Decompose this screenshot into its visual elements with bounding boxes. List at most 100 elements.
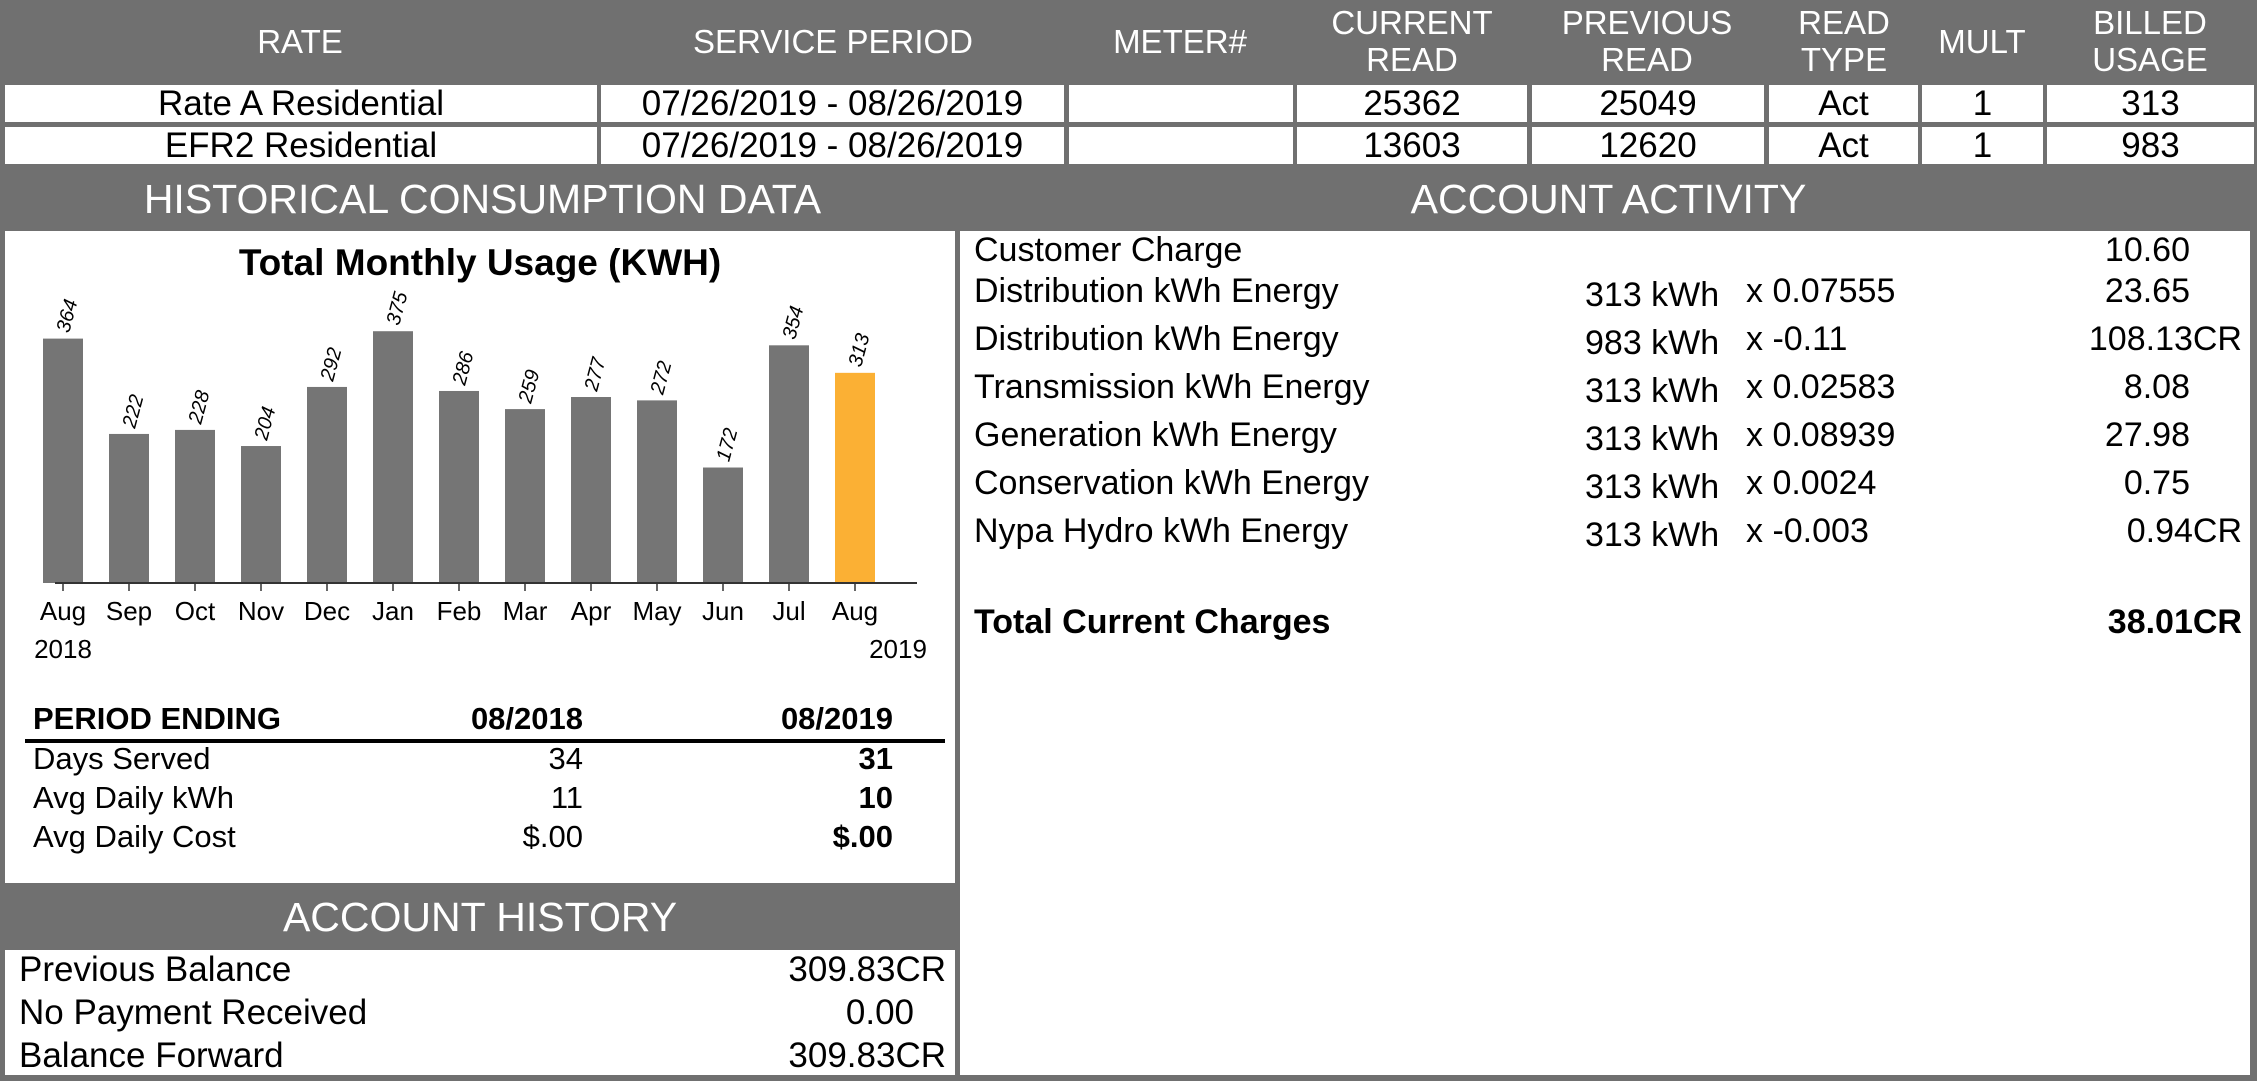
- history-label: Balance Forward: [19, 1036, 284, 1075]
- bar-value-label: 172: [713, 426, 743, 464]
- history-label: No Payment Received: [19, 993, 368, 1032]
- history-row: Previous Balance 309.83CR: [5, 950, 960, 994]
- cell-billed-usage: 983: [2047, 126, 2254, 165]
- bar-0: [43, 338, 83, 583]
- activity-label: Conservation kWh Energy: [974, 464, 1369, 502]
- activity-rate: x 0.08939: [1746, 416, 1896, 454]
- x-tick-label: Mar: [503, 596, 548, 626]
- bar-6: [439, 390, 479, 583]
- year-label-start: 2018: [34, 634, 92, 664]
- cell-read-type: Act: [1769, 84, 1918, 123]
- header-previous-read-line2: READ: [1601, 41, 1693, 78]
- x-tick-label: Jul: [772, 596, 805, 626]
- cell-meter: [1069, 85, 1293, 122]
- bar-value-label: 364: [53, 297, 83, 335]
- bar-11: [769, 345, 809, 583]
- header-service-period: SERVICE PERIOD: [693, 22, 973, 60]
- activity-rate: x -0.11: [1746, 320, 1848, 358]
- period-row-col2: $.00: [832, 819, 893, 854]
- bar-value-label: 222: [118, 392, 148, 431]
- x-tick-label: Dec: [304, 596, 350, 626]
- header-current-read: CURRENT READ: [1296, 0, 1528, 82]
- bar-value-label: 277: [580, 355, 610, 395]
- activity-row: Transmission kWh Energy 313 kWh x 0.0258…: [960, 368, 2250, 414]
- cell-previous-read: 12620: [1532, 126, 1764, 165]
- bar-value-label: 259: [514, 367, 544, 406]
- total-current-charges-label: Total Current Charges: [974, 603, 1331, 641]
- period-row-label: Avg Daily kWh: [33, 780, 234, 815]
- header-previous-read: PREVIOUS READ: [1531, 0, 1763, 82]
- bar-value-label: 313: [845, 331, 875, 369]
- header-read-type-line1: READ: [1798, 4, 1890, 41]
- header-billed-usage: BILLED USAGE: [2046, 0, 2254, 82]
- period-row-label: Avg Daily Cost: [33, 819, 236, 854]
- cell-meter: [1069, 127, 1293, 164]
- header-previous-read-line1: PREVIOUS: [1561, 4, 1733, 41]
- x-tick-label: Sep: [106, 596, 152, 626]
- activity-amount: 108.13CR: [2088, 320, 2242, 358]
- cell-billed-usage: 313: [2047, 84, 2254, 123]
- monthly-usage-chart: Total Monthly Usage (KWH) 364 Aug 222 Sep 22…: [34, 242, 927, 664]
- activity-label: Nypa Hydro kWh Energy: [974, 512, 1349, 550]
- period-col1-header: 08/2018: [470, 701, 583, 736]
- bar-value-label: 204: [250, 404, 280, 443]
- account-history-panel: Previous Balance 309.83CR No Payment Rec…: [5, 950, 955, 1075]
- rate-row: Rate A Residential 07/26/2019 - 08/26/20…: [0, 84, 2257, 123]
- period-row-col2: 31: [858, 741, 893, 776]
- bar-1: [109, 433, 149, 583]
- header-billed-usage-line2: USAGE: [2092, 41, 2208, 78]
- header-mult: MULT: [1938, 22, 2026, 60]
- period-col2-header: 08/2019: [780, 701, 893, 736]
- x-tick-label: May: [632, 596, 681, 626]
- period-row: Avg Daily Cost $.00 $.00: [13, 819, 933, 857]
- bar-5: [373, 331, 413, 583]
- cell-current-read: 25362: [1297, 84, 1527, 123]
- activity-rate: x 0.02583: [1746, 368, 1896, 406]
- bars-layer: 364 Aug 222 Sep 228 Oct 204 Nov 292 Dec 375 Jan 286 F…: [40, 289, 878, 626]
- activity-row: Distribution kWh Energy 313 kWh x 0.0755…: [960, 272, 2250, 318]
- header-meter: METER#: [1113, 22, 1247, 60]
- x-tick-label: Jun: [702, 596, 744, 626]
- activity-amount: 0.94CR: [2126, 512, 2242, 550]
- cell-service-period: 07/26/2019 - 08/26/2019: [601, 84, 1064, 123]
- period-row-col1: $.00: [522, 819, 583, 854]
- activity-label: Transmission kWh Energy: [974, 368, 1370, 406]
- period-row-col1: 11: [550, 780, 583, 815]
- historical-section-title: HISTORICAL CONSUMPTION DATA: [143, 175, 822, 222]
- account-activity-section-title: ACCOUNT ACTIVITY: [1410, 175, 1807, 222]
- history-row: Balance Forward 309.83CR: [5, 1036, 960, 1080]
- activity-label: Distribution kWh Energy: [974, 320, 1339, 358]
- activity-row: Distribution kWh Energy 983 kWh x -0.11 …: [960, 320, 2250, 366]
- period-row: Avg Daily kWh 11 10: [13, 780, 933, 818]
- bar-value-label: 228: [184, 388, 214, 427]
- period-table-header: PERIOD ENDING 08/2018 08/2019: [13, 701, 933, 739]
- x-tick-label: Nov: [238, 596, 284, 626]
- x-tick-label: Feb: [437, 596, 482, 626]
- activity-row: Nypa Hydro kWh Energy 313 kWh x -0.003 0…: [960, 512, 2250, 558]
- activity-qty: 313 kWh: [1585, 276, 1720, 314]
- bar-value-label: 292: [316, 345, 346, 384]
- activity-row: Conservation kWh Energy 313 kWh x 0.0024…: [960, 464, 2250, 510]
- activity-qty: 313 kWh: [1585, 516, 1720, 554]
- history-amount: 309.83CR: [788, 950, 946, 989]
- activity-qty: 313 kWh: [1585, 372, 1720, 410]
- total-current-charges-row: Total Current Charges 38.01CR: [960, 603, 2250, 649]
- header-billed-usage-line1: BILLED: [2093, 4, 2207, 41]
- bar-4: [307, 386, 347, 583]
- activity-label: Distribution kWh Energy: [974, 272, 1339, 310]
- activity-row: Generation kWh Energy 313 kWh x 0.08939 …: [960, 416, 2250, 462]
- header-read-type-line2: TYPE: [1800, 41, 1888, 78]
- bar-2: [175, 429, 215, 583]
- activity-rate: x 0.0024: [1746, 464, 1877, 502]
- activity-rate: x -0.003: [1746, 512, 1869, 550]
- activity-qty: 983 kWh: [1585, 324, 1720, 362]
- activity-qty: 313 kWh: [1585, 420, 1720, 458]
- activity-amount: 8.08: [2123, 368, 2190, 406]
- bar-12: [835, 372, 875, 583]
- activity-amount: 0.75: [2123, 464, 2190, 502]
- header-read-type: READ TYPE: [1769, 0, 1919, 82]
- activity-label: Generation kWh Energy: [974, 416, 1337, 454]
- x-tick-label: Oct: [175, 596, 216, 626]
- chart-title: Total Monthly Usage (KWH): [239, 242, 721, 283]
